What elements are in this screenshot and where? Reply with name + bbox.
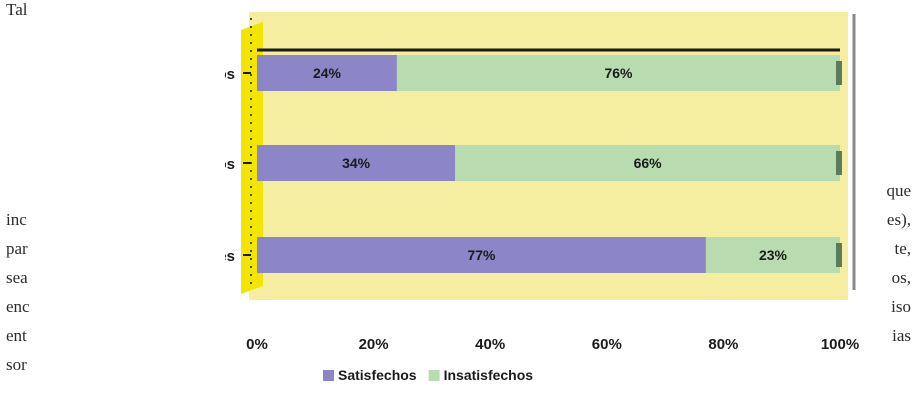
x-tick-label: 20%: [359, 336, 389, 353]
x-tick-label: 60%: [592, 336, 622, 353]
data-label: 24%: [313, 65, 342, 81]
bg-text-left-line: sor: [6, 355, 27, 374]
legend-swatch: [428, 370, 440, 381]
bg-text-right-line: te,: [894, 239, 911, 258]
x-tick-label: 100%: [821, 336, 859, 353]
bar-segment: [257, 145, 456, 181]
bg-text-left-line: sea: [6, 268, 28, 287]
data-label: 66%: [634, 155, 663, 171]
data-label: 23%: [759, 247, 788, 263]
bg-text-left-line: par: [6, 239, 28, 258]
bar-end-cap: [836, 151, 842, 175]
x-tick-label: 80%: [708, 336, 738, 353]
stacked-bar-chart: Ciudadanos 24% 76% Universitarios 34% 66% Estu…: [225, 12, 859, 383]
bg-text-right-line: iso: [891, 297, 911, 316]
data-label: 77%: [467, 247, 496, 263]
x-tick-label: 0%: [246, 336, 268, 353]
bg-text-top-left: Tal: [6, 0, 28, 19]
x-tick-label: 40%: [475, 336, 505, 353]
bar-segment: [257, 55, 397, 91]
bar-segment: [455, 145, 840, 181]
bar-end-cap: [836, 61, 842, 85]
data-label: 34%: [342, 155, 371, 171]
bg-text-right-line: es),: [886, 210, 911, 229]
bar-end-cap: [836, 243, 842, 267]
bg-text-left-line: ent: [6, 326, 27, 345]
bg-text-right-line: que: [886, 181, 911, 200]
legend-label: Satisfechos: [338, 367, 417, 383]
category-label: Estudiantes: [225, 248, 235, 265]
bar-segment: [257, 237, 706, 273]
legend-label: Insatisfechos: [444, 367, 534, 383]
legend-swatch: [323, 370, 334, 381]
bg-text-left-line: enc: [6, 297, 30, 316]
bar-segment: [396, 55, 840, 91]
category-label: Universitarios: [225, 156, 235, 173]
bg-text-right-line: ias: [892, 326, 911, 345]
bg-text-left-line: inc: [6, 210, 27, 229]
category-label: Ciudadanos: [225, 66, 235, 83]
bar-segment: [705, 237, 840, 273]
bg-text-right-line: os,: [891, 268, 911, 287]
data-label: 76%: [604, 65, 633, 81]
chart-container: Ciudadanos 24% 76% Universitarios 34% 66% Estu…: [225, 8, 885, 388]
